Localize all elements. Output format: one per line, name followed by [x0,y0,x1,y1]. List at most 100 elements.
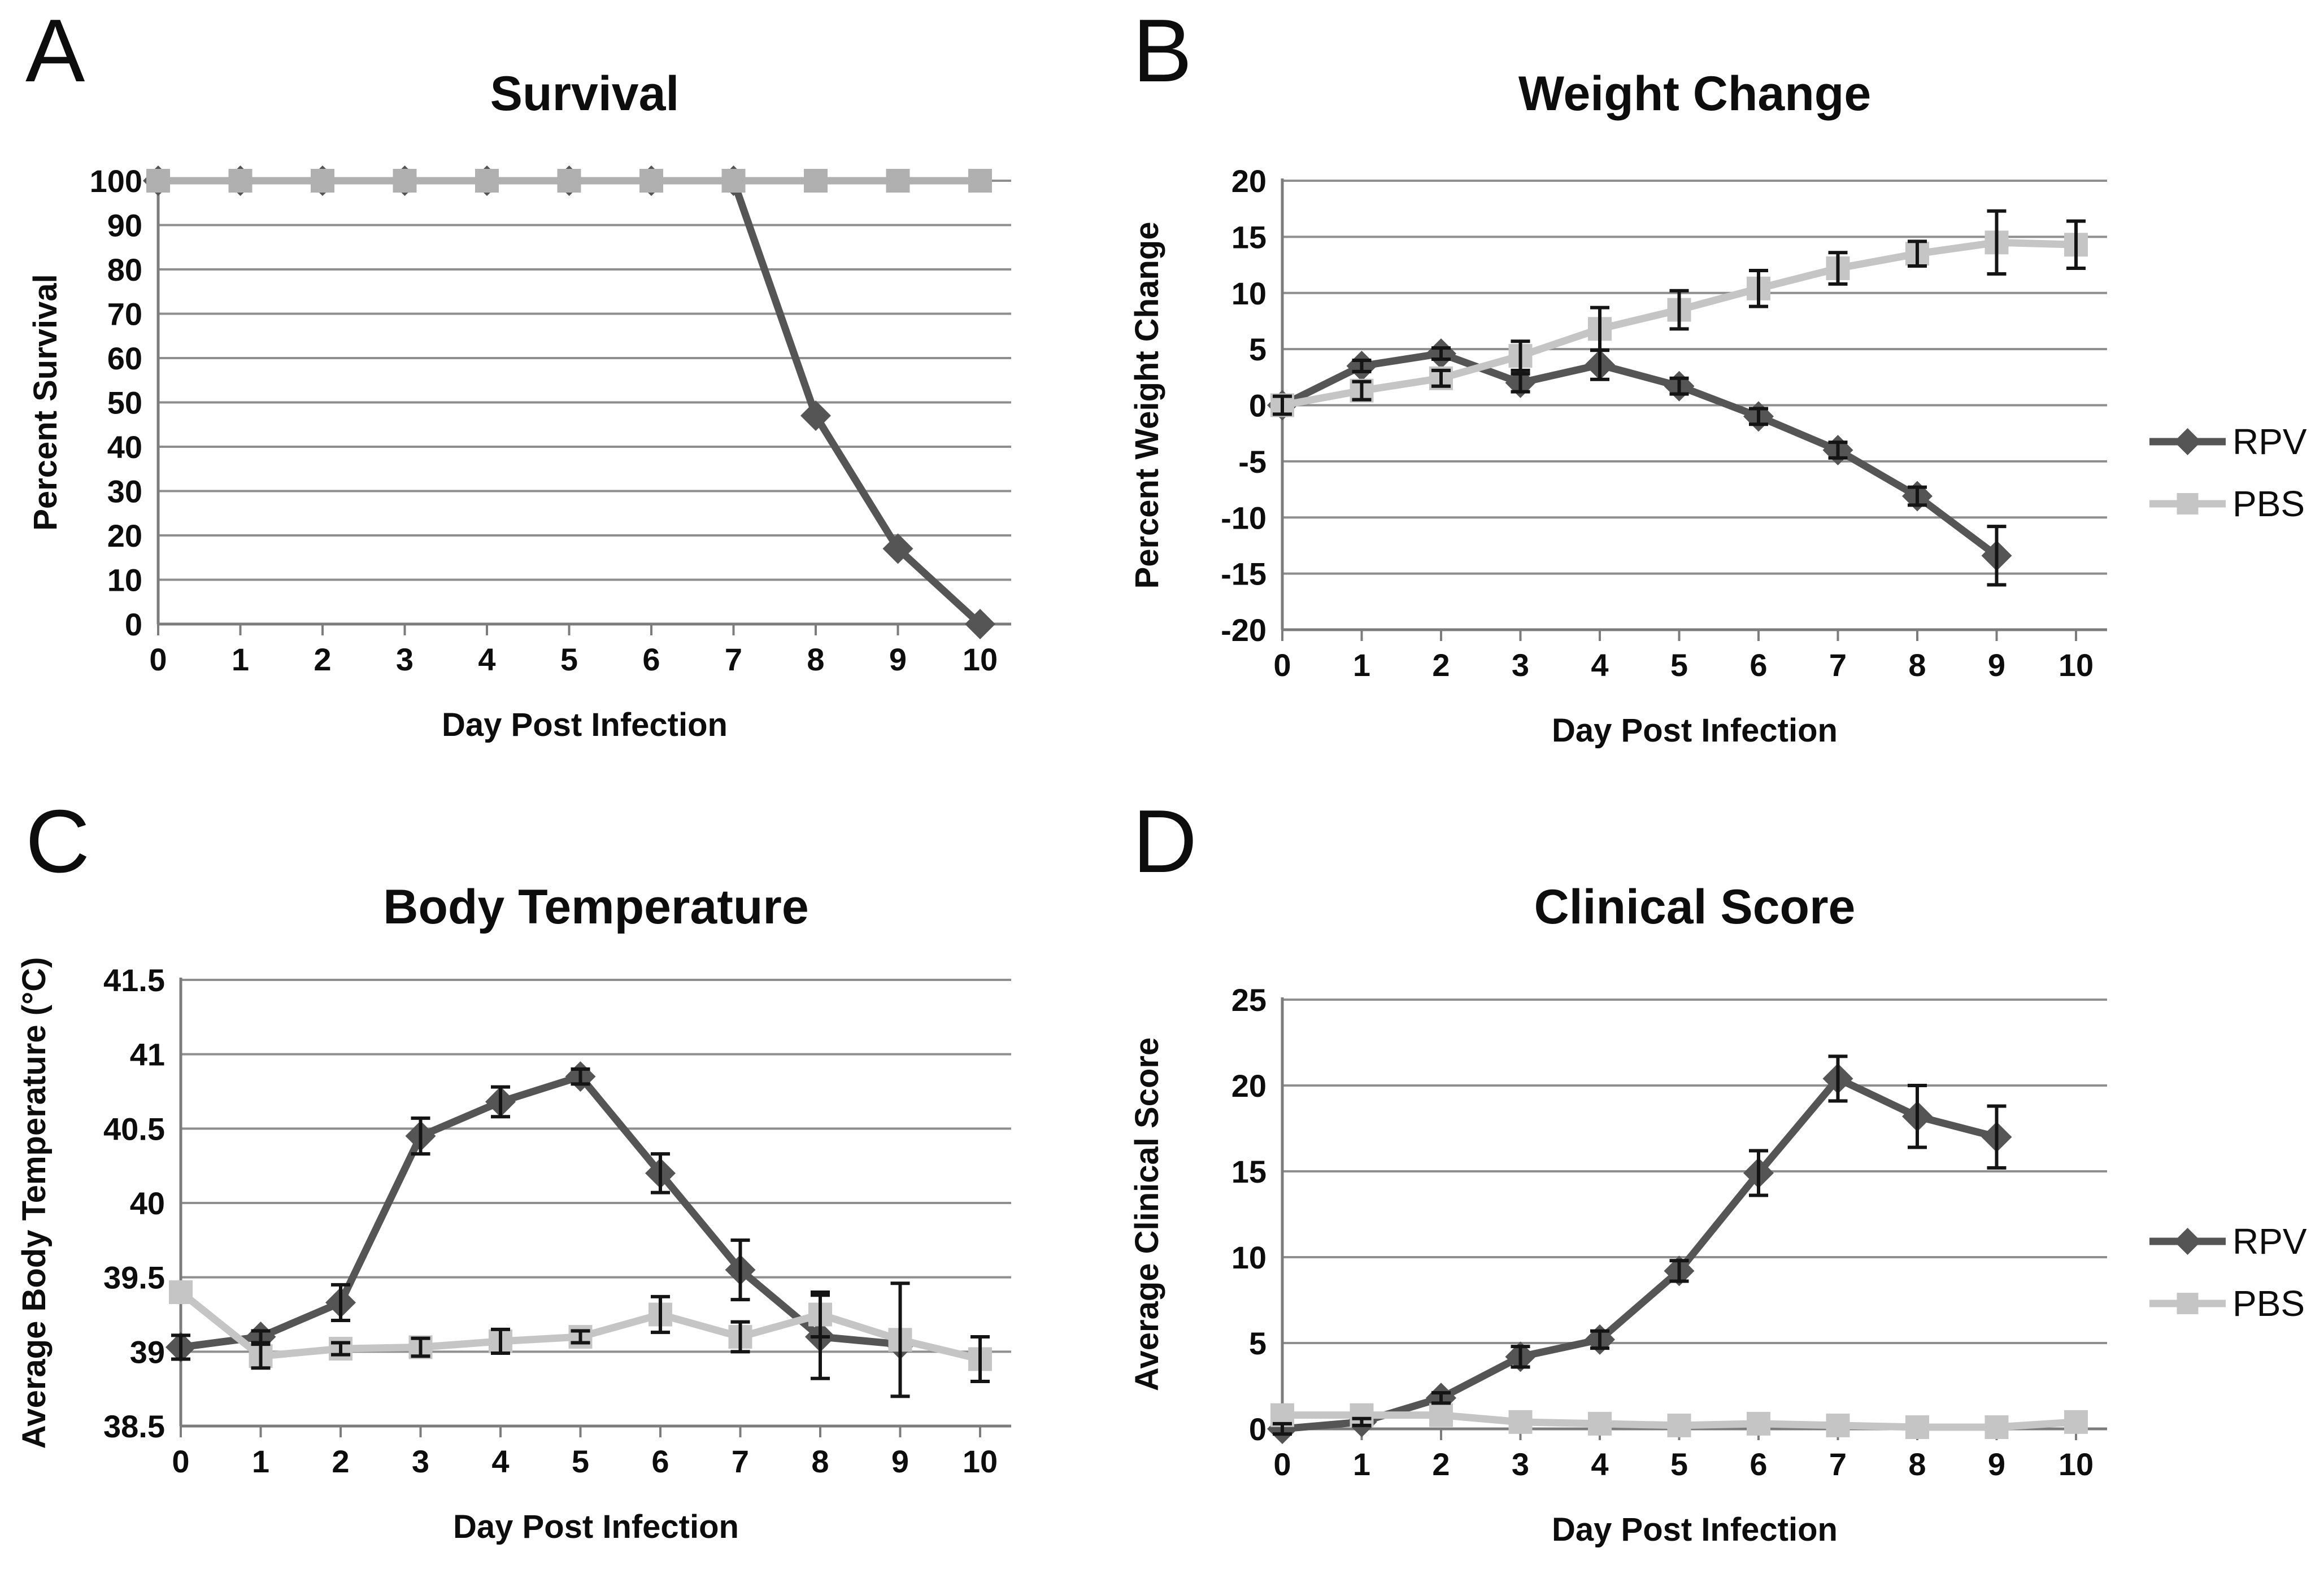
chart-title: Body Temperature [383,880,808,934]
x-tick-label: 8 [807,642,824,677]
y-tick-label: 80 [107,252,142,287]
x-tick-label: 7 [732,1444,749,1479]
marker-pbs [1826,1413,1850,1437]
y-tick-label: -20 [1221,612,1267,648]
x-tick-label: 3 [412,1444,429,1479]
marker-pbs [1429,1403,1453,1427]
x-tick-label: 5 [572,1444,589,1479]
marker-pbs [639,169,663,193]
y-tick-label: 30 [107,474,142,509]
x-tick-label: 10 [963,1444,998,1479]
y-tick-label: 38.5 [103,1409,165,1444]
y-tick-label: 90 [107,208,142,243]
y-tick-label: -15 [1221,556,1267,592]
legend-label-pbs: PBS [2232,483,2305,524]
chart-title: Clinical Score [1534,880,1856,934]
panel-letter-d: D [1133,792,1198,891]
y-tick-label: 0 [1249,1411,1267,1447]
y-tick-label: 100 [90,163,142,199]
x-tick-label: 3 [1512,647,1529,683]
x-axis-title: Day Post Infection [1552,712,1838,749]
marker-pbs [169,1280,193,1304]
x-tick-label: 8 [1908,1446,1926,1482]
marker-pbs [475,169,499,193]
y-tick-label: 0 [125,607,142,642]
x-tick-label: 2 [1432,647,1450,683]
x-tick-label: 10 [963,642,998,677]
y-axis-title: Average Body Temperature (°C) [16,957,53,1449]
marker-pbs [1667,1413,1691,1437]
y-tick-label: 10 [1231,1240,1267,1275]
x-tick-label: 10 [2058,1446,2094,1482]
body-temperature-chart: 0 1 2 3 4 5 6 7 8 9 10 38.5 39 39.5 40 40.5 41 41.5 Body T… [16,880,1011,1545]
panel-letter-a: A [25,1,85,101]
marker-pbs [804,169,828,193]
series-line-rpv [177,1072,904,1351]
y-tick-label: 0 [1249,388,1267,424]
x-tick-label: 8 [1908,647,1926,683]
legend-marker-pbs [2177,493,2199,515]
y-tick-label: 20 [1231,1068,1267,1104]
x-tick-label: 5 [1670,647,1688,683]
panel-letter-c: C [25,792,90,891]
y-tick-label: 15 [1231,219,1267,255]
x-tick-label: 1 [1353,647,1370,683]
marker-rpv [800,400,831,431]
marker-rpv [882,533,913,564]
x-tick-label: 6 [1749,1446,1767,1482]
y-tick-label: 20 [1231,163,1267,199]
legend-label-rpv: RPV [2232,1221,2307,1262]
x-tick-label: 4 [1591,647,1608,683]
y-tick-label: 41 [130,1037,165,1072]
panel-survival: A 0 1 2 3 4 5 6 7 8 9 10 0 10 20 30 40 50 60 70 80 90 100 Surv… [0,0,1073,791]
y-tick-label: 10 [107,563,142,598]
y-tick-label: 60 [107,341,142,376]
x-tick-label: 0 [1273,1446,1291,1482]
weight-change-chart: 0 1 2 3 4 5 6 7 8 9 10 -20 -15 -10 -5 0 5 10 15 20 Weight Ch… [1129,67,2307,749]
x-tick-label: 10 [2058,647,2094,683]
marker-pbs [228,169,253,193]
marker-pbs [1905,1415,1929,1439]
y-tick-label: -5 [1238,444,1267,479]
y-axis-title: Average Clinical Score [1129,1037,1165,1391]
y-tick-label: 40 [130,1185,165,1221]
x-tick-label: 2 [314,642,331,677]
panel-body-temperature: C 0 1 2 3 4 5 6 7 8 9 10 38.5 39 39.5 40 40.5 41 41.5 Body… [0,791,1073,1587]
legend-label-pbs: PBS [2232,1283,2305,1324]
x-tick-label: 1 [1353,1446,1370,1482]
series-line-rpv [1278,1075,2000,1433]
y-tick-label: 5 [1249,1326,1267,1361]
x-tick-label: 2 [1432,1446,1450,1482]
y-tick-label: 41.5 [103,962,165,998]
y-tick-label: 5 [1249,332,1267,367]
x-tick-label: 7 [1829,647,1847,683]
x-tick-label: 5 [1670,1446,1688,1482]
survival-chart: 0 1 2 3 4 5 6 7 8 9 100102030405060708090100Surviv… [27,67,1011,743]
y-tick-label: 15 [1231,1154,1267,1189]
marker-rpv [965,609,995,639]
marker-pbs [1984,1415,2009,1439]
marker-pbs [2064,1410,2088,1434]
y-tick-label: -10 [1221,500,1267,535]
x-tick-label: 5 [560,642,578,677]
x-axis-title: Day Post Infection [442,707,728,743]
x-tick-label: 0 [149,642,167,677]
marker-pbs [1747,1411,1770,1436]
x-axis-title: Day Post Infection [453,1508,739,1545]
marker-pbs [557,169,581,193]
x-tick-label: 9 [889,642,907,677]
x-tick-label: 3 [396,642,414,677]
x-tick-label: 9 [1988,647,2005,683]
x-tick-label: 0 [172,1444,189,1479]
y-tick-label: 70 [107,297,142,332]
legend-label-rpv: RPV [2232,421,2307,462]
x-tick-label: 4 [1591,1446,1608,1482]
x-tick-label: 1 [252,1444,269,1479]
marker-pbs [721,169,746,193]
panel-letter-b: B [1133,1,1193,101]
x-tick-label: 2 [332,1444,349,1479]
y-tick-label: 20 [107,518,142,553]
x-tick-label: 9 [1988,1446,2005,1482]
clinical-score-chart: 0 1 2 3 4 5 6 7 8 9 10 0 5 10 15 20 25 Clinical Score Day … [1129,880,2307,1548]
